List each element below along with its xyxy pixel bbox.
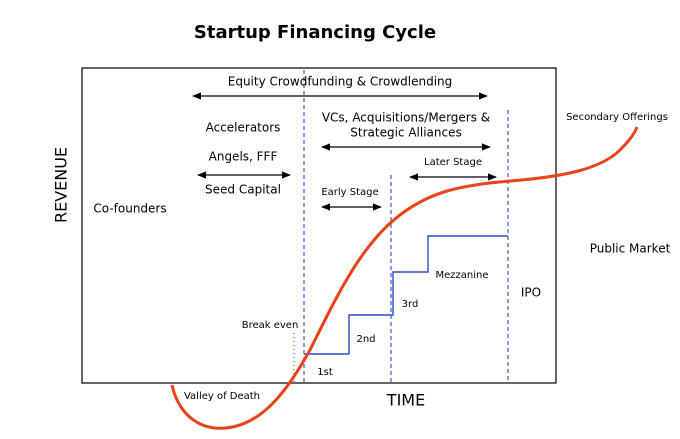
label: Valley of Death [184, 391, 260, 402]
title: Startup Financing Cycle [194, 22, 436, 43]
label: VCs, Acquisitions/Mergers & [322, 111, 490, 125]
label: Accelerators [206, 121, 281, 135]
label: Secondary Offerings [566, 112, 668, 123]
label: 3rd [402, 299, 419, 310]
label: IPO [521, 286, 541, 300]
frame [81, 67, 557, 384]
y-axis-label: REVENUE [52, 147, 71, 223]
label: Co-founders [93, 202, 166, 216]
label: 2nd [356, 334, 375, 345]
revenue-curve [170, 126, 639, 430]
label: Break even [242, 320, 299, 331]
arrows [192, 92, 497, 211]
x-axis-label: TIME [386, 391, 425, 410]
label: Mezzanine [435, 270, 488, 281]
label: Strategic Alliances [350, 126, 461, 140]
label: Early Stage [321, 187, 378, 198]
stage-dividers [303, 70, 509, 383]
label: Angels, FFF [209, 150, 278, 164]
label: 1st [317, 367, 333, 378]
label: Public Market [590, 242, 671, 256]
label: Equity Crowdfunding & Crowdlending [228, 75, 453, 89]
funding-steps [304, 235, 508, 355]
label: Seed Capital [205, 183, 281, 197]
label: Later Stage [424, 157, 482, 168]
